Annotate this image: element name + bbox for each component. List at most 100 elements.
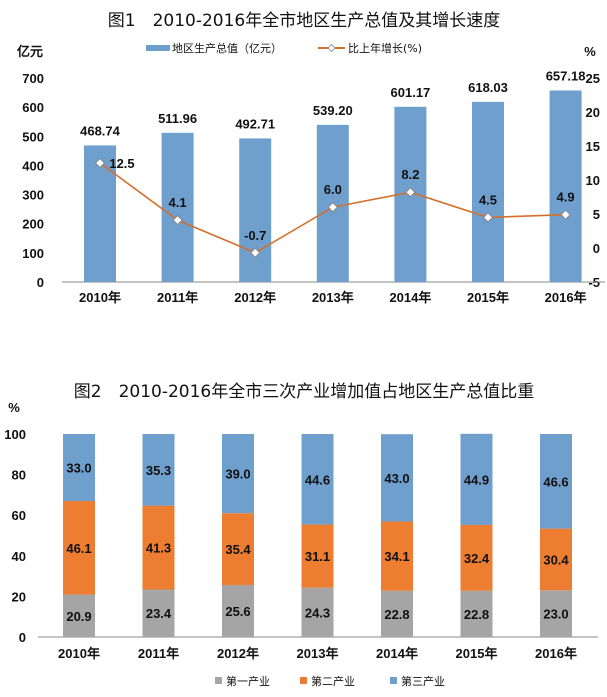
chart1-bar-label: 618.03	[468, 80, 508, 95]
chart1-y-tick: 200	[22, 217, 44, 232]
chart2-segment-label: 22.8	[384, 607, 409, 622]
chart2-legend-swatch	[215, 677, 222, 684]
chart2-bar-segment	[63, 434, 95, 501]
chart2-segment-label: 31.1	[305, 549, 330, 564]
chart2-segment-label: 43.0	[384, 471, 409, 486]
chart2-bar-segment	[540, 590, 572, 637]
chart2-y-tick: 20	[12, 589, 26, 604]
chart1-x-tick: 2015年	[467, 290, 509, 305]
chart1-growth-marker	[327, 201, 339, 213]
chart1-y2-tick: 5	[593, 207, 600, 222]
chart2-x-tick: 2015年	[456, 646, 498, 661]
chart2-bar-segment	[142, 434, 175, 506]
chart2-legend-swatch	[390, 677, 397, 684]
chart1-growth-marker	[405, 187, 416, 198]
legend-bar-swatch	[146, 45, 170, 51]
chart1-bar	[239, 138, 272, 282]
chart1-bar-label: 492.71	[235, 116, 275, 131]
chart2-bar-segment	[301, 434, 334, 525]
chart2-segment-label: 32.4	[464, 551, 490, 566]
chart1-y-tick: 600	[22, 100, 44, 115]
chart2-segment-label: 34.1	[384, 549, 409, 564]
chart1-y2-tick: 0	[593, 241, 600, 256]
chart1-growth-label: 8.2	[401, 167, 419, 182]
chart2-bar-segment	[460, 590, 493, 637]
chart2-bar-segment	[222, 513, 254, 586]
chart2-segment-label: 20.9	[66, 609, 91, 624]
chart1-y-tick: 500	[22, 129, 44, 144]
chart1-growth-label: 4.1	[169, 195, 187, 210]
chart2-segment-label: 41.3	[146, 541, 171, 556]
chart1-growth-marker	[560, 209, 571, 220]
chart1-growth-label: 4.9	[557, 190, 575, 205]
chart1-x-tick: 2013年	[312, 290, 354, 305]
chart2-bar-segment	[381, 590, 413, 637]
chart2-bar-segment	[63, 594, 95, 637]
chart2-segment-label: 39.0	[225, 467, 250, 482]
chart2-x-tick: 2013年	[297, 646, 339, 661]
chart1-x-tick: 2012年	[234, 290, 276, 305]
chart2-bar-segment	[222, 434, 254, 514]
chart2-segment-label: 25.6	[225, 604, 250, 619]
chart2-segment-label: 23.4	[146, 606, 172, 621]
chart2-y-label: %	[8, 400, 20, 415]
chart2-segment-label: 35.3	[146, 463, 171, 478]
legend-line-label: 比上年增长(%)	[348, 41, 422, 55]
chart2-legend-swatch	[300, 677, 307, 684]
chart1-bar	[549, 90, 582, 282]
chart2-segment-label: 44.6	[305, 472, 330, 487]
chart1-growth-marker	[249, 247, 261, 258]
chart1-growth-label: 4.5	[479, 192, 497, 207]
chart2-bar-segment	[540, 528, 572, 591]
chart2-bar-segment	[142, 589, 175, 637]
chart2-y-tick: 0	[19, 630, 26, 645]
chart1-y2-tick: 15	[586, 139, 600, 154]
chart1-bar-label: 601.17	[391, 85, 431, 100]
chart1-y-tick: 0	[37, 275, 44, 290]
chart2-bar-segment	[381, 521, 413, 591]
chart2-bar-segment	[381, 434, 413, 522]
chart2-legend-label: 第三产业	[401, 674, 445, 688]
chart2-bar-segment	[142, 505, 175, 590]
chart1-x-tick: 2011年	[157, 290, 198, 305]
chart1-y2-tick: 10	[586, 173, 600, 188]
chart1-bar-label: 468.74	[80, 123, 121, 138]
chart2-segment-label: 44.9	[464, 472, 489, 487]
chart2-segment-label: 46.6	[543, 474, 568, 489]
chart1-y2-label: %	[584, 44, 596, 59]
chart2-segment-label: 46.1	[66, 541, 91, 556]
chart2-segment-label: 33.0	[66, 460, 91, 475]
chart1-y-tick: 700	[22, 71, 44, 86]
chart2-legend-label: 第一产业	[226, 674, 270, 688]
chart1-y2-tick: 25	[586, 71, 600, 86]
chart2-x-tick: 2014年	[376, 646, 418, 661]
chart1-bar	[472, 101, 504, 282]
chart1-bar-label: 511.96	[158, 111, 197, 126]
chart1-growth-marker	[94, 157, 106, 169]
chart2-x-tick: 2012年	[217, 646, 259, 661]
chart2-x-tick: 2010年	[58, 646, 100, 661]
chart1-y-label: 亿元	[17, 44, 43, 59]
chart1-bar	[161, 132, 194, 282]
chart2-y-tick: 100	[4, 427, 26, 442]
chart2-title: 图2 2010-2016年全市三次产业增加值占地区生产总值比重	[74, 382, 534, 402]
legend-bar-label: 地区生产总值（亿元）	[172, 41, 282, 55]
chart1-growth-marker	[172, 214, 183, 226]
chart1-y-tick: 400	[22, 158, 44, 173]
chart1-y2-tick: 20	[586, 105, 600, 120]
chart1-growth-label: -0.7	[244, 228, 266, 243]
chart2-bar-segment	[301, 587, 334, 637]
chart1-title: 图1 2010-2016年全市地区生产总值及其增长速度	[108, 11, 500, 31]
chart2-bar-segment	[301, 524, 334, 588]
chart1-growth-label: 12.5	[109, 156, 134, 171]
chart2-bar-segment	[63, 500, 95, 595]
legend-diamond-marker	[327, 43, 336, 53]
chart1-y-tick: 100	[22, 246, 44, 261]
chart2-legend-label: 第二产业	[311, 674, 355, 688]
chart1-x-tick: 2010年	[79, 290, 121, 305]
chart1-growth-marker	[482, 212, 494, 223]
chart2-x-tick: 2011年	[138, 646, 179, 661]
chart2-segment-label: 35.4	[225, 542, 251, 557]
